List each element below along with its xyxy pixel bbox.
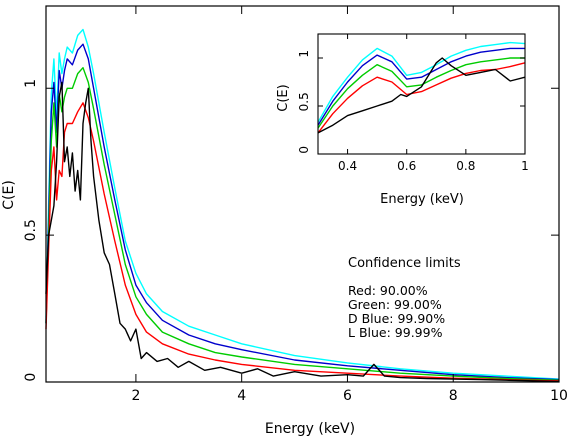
main-series-green [45,66,560,381]
legend-line-green: Green: 99.00% [348,297,442,312]
main-plot-frame [45,5,560,383]
legend-line-red: Red: 90.00% [348,283,428,298]
main-x-tick-label: 8 [449,388,458,404]
main-y-tick-label: 0.5 [23,219,39,241]
inset-plot-frame [317,33,526,155]
main-series-dark-blue [45,43,560,381]
inset-x-axis-label: Energy (keV) [380,192,464,207]
main-x-tick-label: 4 [237,388,246,404]
main-series-red [45,102,560,382]
inset-x-tick-label: 0.4 [338,159,357,173]
inset-series-group [317,41,526,134]
inset-series-black [317,57,526,134]
legend-line-light-blue: L Blue: 99.99% [348,325,443,340]
legend-line-dark-blue: D Blue: 99.90% [348,311,445,326]
main-y-tick-label: 1 [23,79,39,88]
main-x-tick-label: 6 [343,388,352,404]
inset-series-green [317,57,525,129]
inset-x-tick-label: 0.6 [397,159,416,173]
main-series-group [45,28,560,383]
inset-y-axis-label: C(E) [276,84,291,111]
main-y-tick-label: 0 [23,373,39,382]
inset-series-light-blue [317,41,526,123]
inset-x-tick-label: 1 [521,159,529,173]
main-x-tick-label: 2 [131,388,140,404]
inset-y-tick-label: 0.5 [297,92,311,111]
main-y-axis-label: C(E) [1,180,17,210]
inset-axis-ticks: 0.4 0.6 0.8 1 0 0.5 1 [297,34,529,173]
main-series-black [45,81,560,383]
inset-plot: 0.4 0.6 0.8 1 0 0.5 1 Energy (keV) C(E) [276,33,529,207]
main-x-axis-label: Energy (keV) [265,421,355,436]
inset-y-tick-label: 1 [297,50,311,58]
inset-series-dark-blue [317,47,525,126]
main-series-light-blue [45,28,560,380]
inset-x-tick-label: 0.8 [456,159,475,173]
confidence-limits-annotation: Confidence limits Red: 90.00% Green: 99.… [348,256,461,340]
main-x-tick-label: 10 [550,388,568,404]
inset-series-red [317,62,526,134]
inset-y-tick-label: 0 [297,146,311,154]
legend-heading: Confidence limits [348,256,461,271]
